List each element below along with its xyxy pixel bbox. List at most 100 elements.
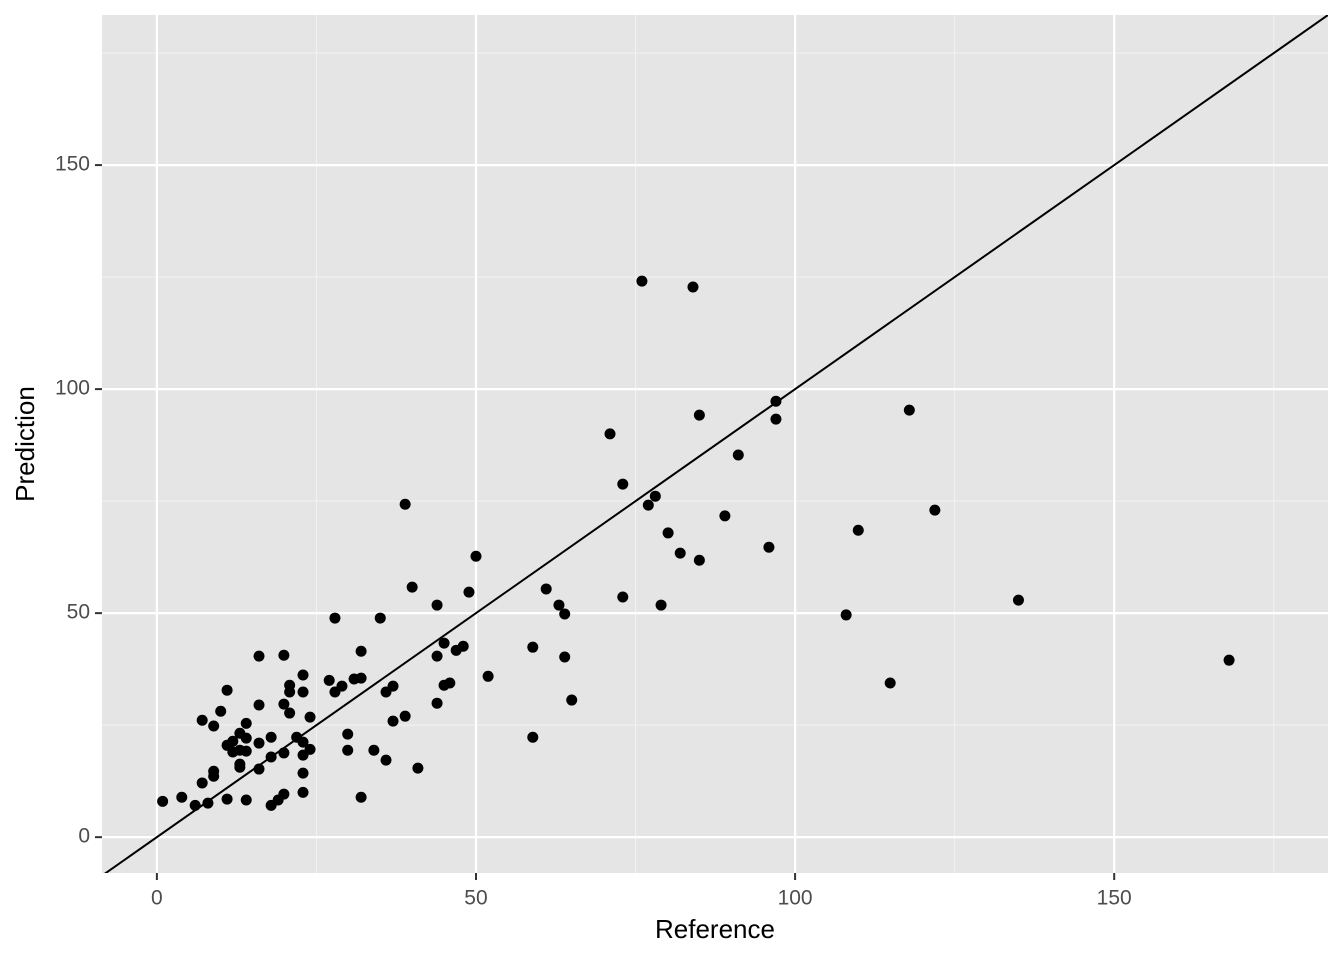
point	[636, 275, 648, 287]
point	[157, 795, 169, 807]
y-tick-label: 150	[55, 153, 90, 176]
x-tick-label: 150	[1097, 887, 1132, 910]
point	[540, 583, 552, 595]
point	[617, 478, 629, 490]
point	[431, 697, 443, 709]
point	[527, 641, 539, 653]
point	[208, 720, 220, 732]
point	[329, 612, 341, 624]
point	[763, 541, 775, 553]
point	[559, 651, 571, 663]
point	[355, 672, 367, 684]
point	[406, 581, 418, 593]
point	[662, 527, 674, 539]
x-tick-label: 50	[464, 887, 487, 910]
point	[687, 281, 699, 293]
point	[265, 731, 277, 743]
point	[297, 686, 309, 698]
point	[253, 699, 265, 711]
point	[470, 550, 482, 562]
point	[374, 612, 386, 624]
point	[278, 698, 290, 710]
identity-line	[104, 15, 1328, 873]
point	[323, 674, 335, 686]
point	[444, 677, 456, 689]
point	[438, 637, 450, 649]
point	[278, 649, 290, 661]
y-tick-label: 50	[67, 601, 90, 624]
point	[719, 510, 731, 522]
point	[240, 745, 252, 757]
point	[604, 428, 616, 440]
point	[196, 714, 208, 726]
point	[732, 449, 744, 461]
point	[387, 680, 399, 692]
point	[227, 735, 239, 747]
point	[221, 684, 233, 696]
point	[355, 791, 367, 803]
point	[655, 599, 667, 611]
point	[399, 498, 411, 510]
point	[399, 710, 411, 722]
point	[412, 762, 424, 774]
y-tick-label: 0	[78, 825, 90, 848]
point	[196, 777, 208, 789]
point	[457, 640, 469, 652]
point	[278, 788, 290, 800]
point	[240, 732, 252, 744]
point	[240, 794, 252, 806]
point	[840, 609, 852, 621]
point	[553, 599, 565, 611]
point	[642, 499, 654, 511]
point	[617, 591, 629, 603]
point	[380, 754, 392, 766]
point	[208, 770, 220, 782]
point	[903, 404, 915, 416]
y-axis-title: Prediction	[10, 386, 40, 502]
point	[929, 504, 941, 516]
point	[559, 608, 571, 620]
point	[1012, 594, 1024, 606]
point	[852, 524, 864, 536]
y-tick-label: 100	[55, 377, 90, 400]
point	[297, 669, 309, 681]
point	[387, 715, 399, 727]
point	[240, 717, 252, 729]
point	[253, 737, 265, 749]
point	[297, 767, 309, 779]
point	[304, 711, 316, 723]
x-tick-label: 100	[778, 887, 813, 910]
point	[649, 490, 661, 502]
x-tick-label: 0	[151, 887, 163, 910]
point	[431, 650, 443, 662]
point	[566, 694, 578, 706]
point	[284, 686, 296, 698]
point	[693, 409, 705, 421]
point	[297, 736, 309, 748]
point	[176, 791, 188, 803]
point	[342, 728, 354, 740]
point	[342, 744, 354, 756]
point	[431, 599, 443, 611]
point	[215, 705, 227, 717]
point	[693, 554, 705, 566]
point	[884, 677, 896, 689]
point	[482, 670, 494, 682]
point	[253, 650, 265, 662]
point	[304, 743, 316, 755]
point	[297, 786, 309, 798]
x-axis-title: Reference	[655, 914, 775, 944]
point	[234, 761, 246, 773]
point	[674, 547, 686, 559]
point	[1223, 654, 1235, 666]
point	[355, 645, 367, 657]
point	[368, 744, 380, 756]
point	[463, 586, 475, 598]
point	[336, 680, 348, 692]
point	[770, 413, 782, 425]
point	[284, 707, 296, 719]
point	[527, 731, 539, 743]
point	[221, 793, 233, 805]
